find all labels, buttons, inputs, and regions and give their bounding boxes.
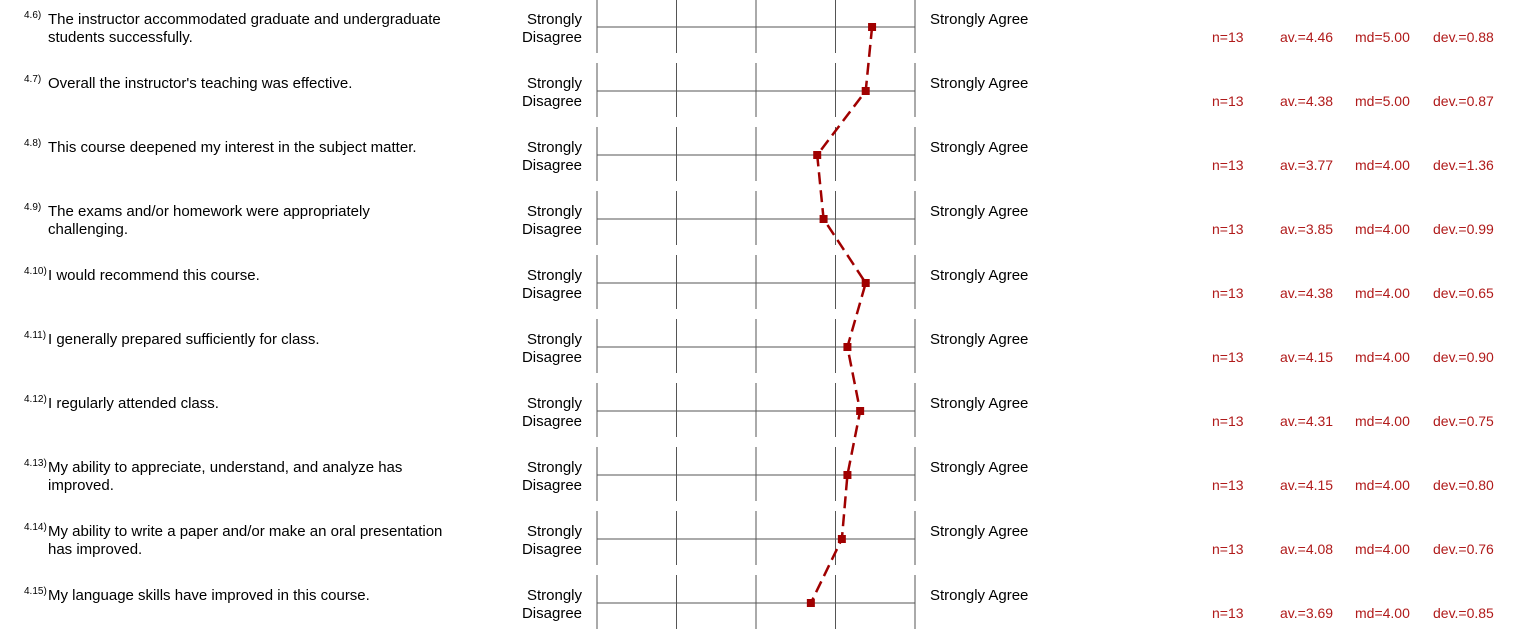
- right-pole: Strongly Agree: [930, 523, 1029, 540]
- item-number: 4.10): [24, 266, 47, 277]
- left-pole: Strongly Disagree: [521, 331, 582, 366]
- right-pole: Strongly Agree: [930, 267, 1029, 284]
- item-number: 4.7): [24, 74, 42, 85]
- item-number: 4.6): [24, 10, 42, 21]
- right-pole: Strongly Agree: [930, 587, 1029, 604]
- item-question: I generally prepared sufficiently for cl…: [48, 331, 320, 348]
- right-pole: Strongly Agree: [930, 459, 1029, 476]
- deviation: dev.=0.90: [1433, 349, 1494, 365]
- item-number: 4.11): [24, 330, 47, 341]
- average-marker: [819, 215, 828, 223]
- item-question: My language skills have improved in this…: [48, 587, 370, 604]
- average-marker: [843, 343, 852, 351]
- median: md=5.00: [1355, 93, 1410, 109]
- item-question: I would recommend this course.: [48, 267, 260, 284]
- deviation: dev.=0.76: [1433, 541, 1494, 557]
- average-marker: [843, 471, 852, 479]
- right-pole: Strongly Agree: [930, 395, 1029, 412]
- deviation: dev.=0.87: [1433, 93, 1494, 109]
- n-count: n=13: [1212, 93, 1244, 109]
- left-pole: Strongly Disagree: [521, 395, 582, 430]
- median: md=4.00: [1355, 157, 1410, 173]
- n-count: n=13: [1212, 349, 1244, 365]
- item-question: My ability to write a paper and/or make …: [48, 523, 443, 558]
- item-question: The instructor accommodated graduate and…: [48, 11, 441, 46]
- left-pole: Strongly Disagree: [521, 459, 582, 494]
- right-pole: Strongly Agree: [930, 203, 1029, 220]
- item-number: 4.8): [24, 138, 42, 149]
- average: av.=3.77: [1280, 157, 1334, 173]
- n-count: n=13: [1212, 285, 1244, 301]
- median: md=4.00: [1355, 477, 1410, 493]
- n-count: n=13: [1212, 541, 1244, 557]
- median: md=4.00: [1355, 541, 1410, 557]
- average: av.=4.38: [1280, 93, 1334, 109]
- item-number: 4.12): [24, 394, 47, 405]
- deviation: dev.=0.75: [1433, 413, 1494, 429]
- right-pole: Strongly Agree: [930, 75, 1029, 92]
- median: md=4.00: [1355, 605, 1410, 621]
- item-question: Overall the instructor's teaching was ef…: [48, 75, 353, 92]
- right-pole: Strongly Agree: [930, 331, 1029, 348]
- average-marker: [837, 535, 846, 543]
- right-pole: Strongly Agree: [930, 139, 1029, 156]
- n-count: n=13: [1212, 221, 1244, 237]
- left-pole: Strongly Disagree: [521, 11, 582, 46]
- left-pole: Strongly Disagree: [521, 75, 582, 110]
- left-pole: Strongly Disagree: [521, 267, 582, 302]
- average-marker: [861, 279, 870, 287]
- average-marker: [861, 87, 870, 95]
- deviation: dev.=1.36: [1433, 157, 1494, 173]
- left-pole: Strongly Disagree: [521, 523, 582, 558]
- average-marker: [856, 407, 865, 415]
- median: md=4.00: [1355, 285, 1410, 301]
- item-number: 4.15): [24, 586, 47, 597]
- median: md=4.00: [1355, 221, 1410, 237]
- n-count: n=13: [1212, 605, 1244, 621]
- average-marker: [806, 599, 815, 607]
- n-count: n=13: [1212, 157, 1244, 173]
- deviation: dev.=0.80: [1433, 477, 1494, 493]
- median: md=4.00: [1355, 349, 1410, 365]
- average: av.=3.85: [1280, 221, 1334, 237]
- item-question: This course deepened my interest in the …: [48, 139, 417, 156]
- n-count: n=13: [1212, 29, 1244, 45]
- right-pole: Strongly Agree: [930, 11, 1029, 28]
- average: av.=4.15: [1280, 349, 1334, 365]
- left-pole: Strongly Disagree: [521, 587, 582, 622]
- item-question: The exams and/or homework were appropria…: [48, 203, 370, 238]
- average: av.=3.69: [1280, 605, 1334, 621]
- left-pole: Strongly Disagree: [521, 203, 582, 238]
- deviation: dev.=0.88: [1433, 29, 1494, 45]
- n-count: n=13: [1212, 413, 1244, 429]
- item-number: 4.9): [24, 202, 42, 213]
- average: av.=4.15: [1280, 477, 1334, 493]
- deviation: dev.=0.65: [1433, 285, 1494, 301]
- average: av.=4.08: [1280, 541, 1334, 557]
- deviation: dev.=0.85: [1433, 605, 1494, 621]
- average-marker: [868, 23, 877, 31]
- n-count: n=13: [1212, 477, 1244, 493]
- profile-line: [809, 26, 874, 604]
- item-number: 4.14): [24, 522, 47, 533]
- average-marker: [813, 151, 822, 159]
- median: md=5.00: [1355, 29, 1410, 45]
- item-question: I regularly attended class.: [48, 395, 219, 412]
- average: av.=4.31: [1280, 413, 1334, 429]
- item-question: My ability to appreciate, understand, an…: [48, 459, 403, 494]
- item-number: 4.13): [24, 458, 47, 469]
- median: md=4.00: [1355, 413, 1410, 429]
- left-pole: Strongly Disagree: [521, 139, 582, 174]
- average: av.=4.38: [1280, 285, 1334, 301]
- deviation: dev.=0.99: [1433, 221, 1494, 237]
- average: av.=4.46: [1280, 29, 1334, 45]
